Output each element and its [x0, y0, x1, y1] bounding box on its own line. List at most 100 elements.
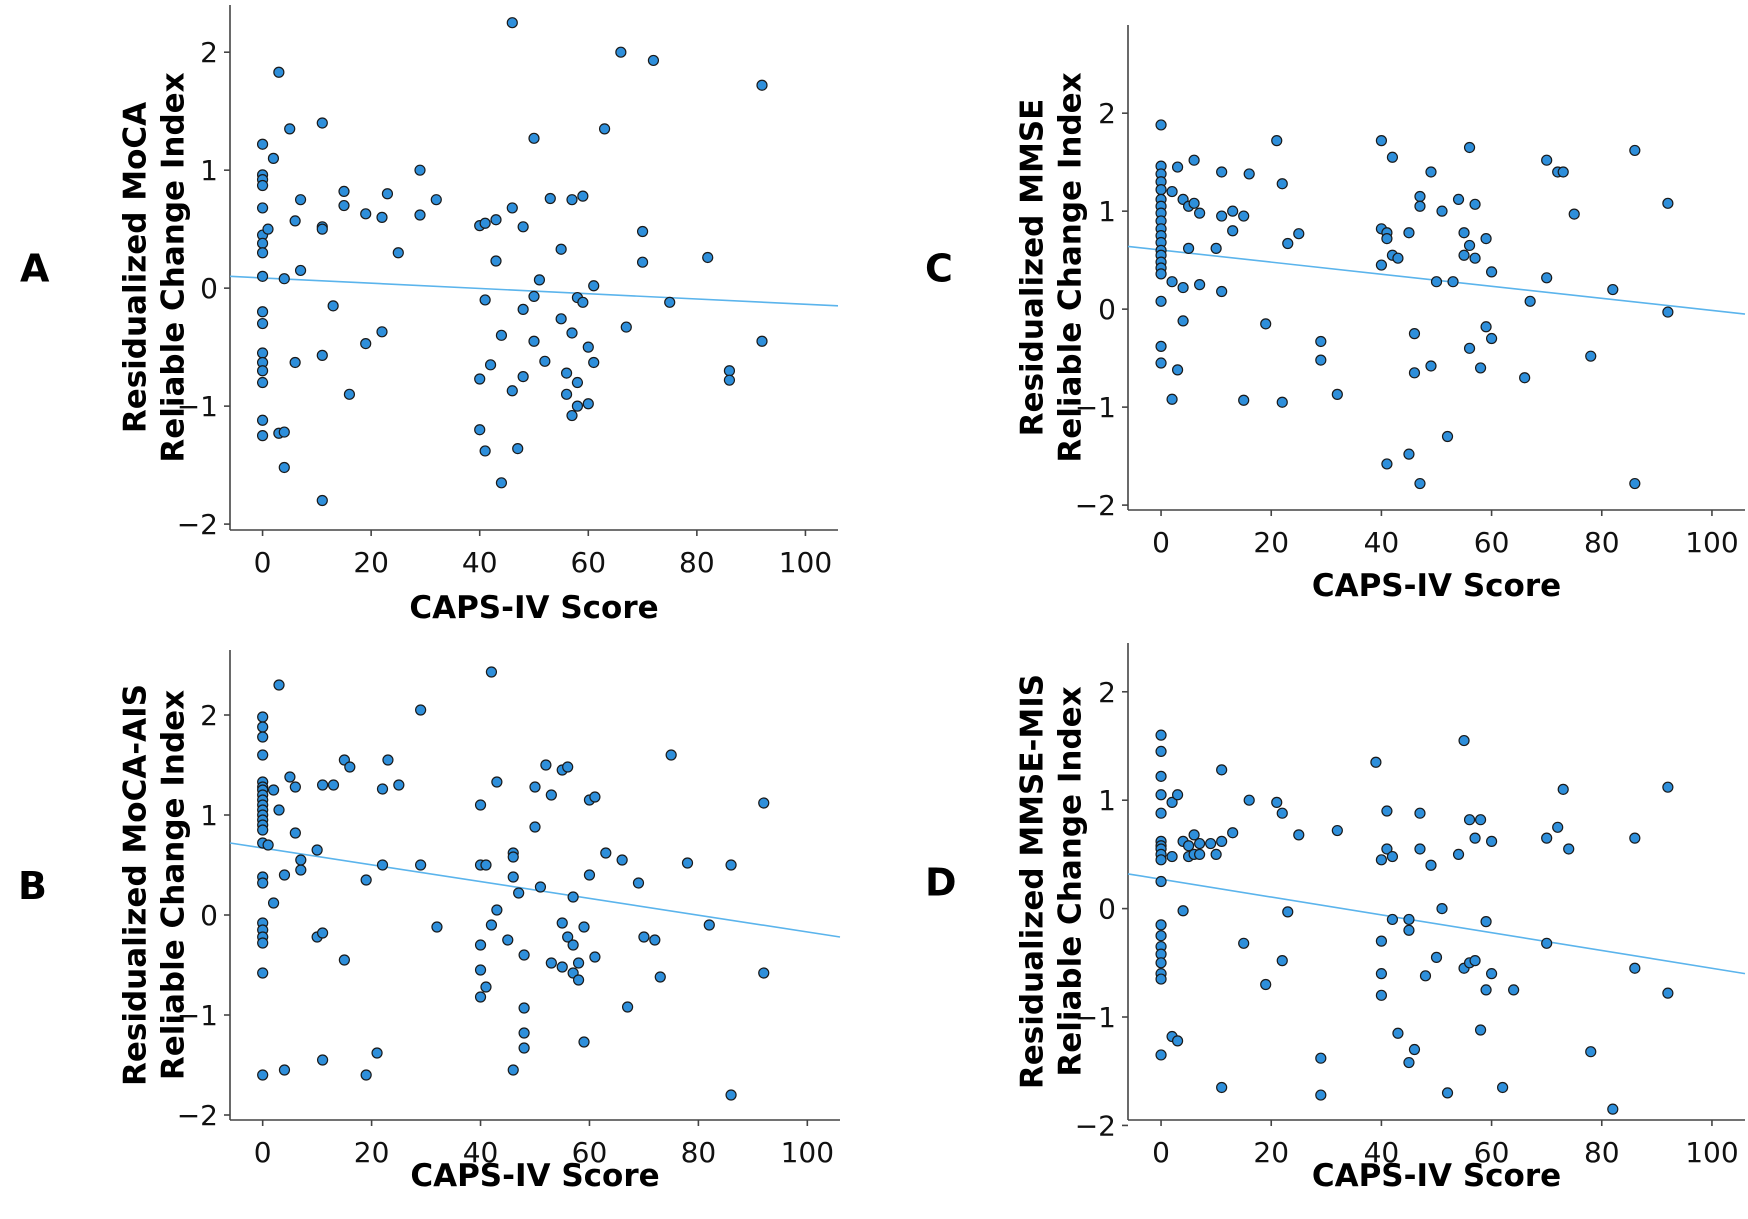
panel-a-data-point — [588, 280, 600, 292]
panel-d-data-point — [1414, 807, 1426, 819]
panel-c-data-point — [1541, 154, 1553, 166]
panel-a-data-point — [256, 247, 269, 259]
panel-d-data-point — [1227, 827, 1239, 839]
panel-c-data-point — [1436, 205, 1448, 217]
panel-c-data-point — [1155, 357, 1167, 369]
panel-d-data-point — [1182, 840, 1195, 852]
panel-a-data-point — [278, 426, 290, 438]
panel-b-data-point — [338, 954, 350, 966]
panel-d-data-point — [1403, 1056, 1415, 1069]
panel-d-data-point — [1331, 824, 1343, 837]
panel-c-data-point — [1519, 372, 1531, 384]
panel-d-data-point — [1243, 794, 1255, 806]
panel-d-data-point — [1276, 955, 1288, 967]
panel-b-data-point — [562, 761, 574, 773]
panel-c-data-point — [1414, 190, 1426, 203]
panel-c-data-point — [1315, 335, 1327, 348]
panel-a-data-point — [582, 341, 594, 353]
panel-a-data-point — [294, 264, 307, 277]
panel-b-x-tick-label: 100 — [781, 1136, 834, 1169]
panel-d-data-point — [1155, 729, 1167, 741]
panel-a-data-point — [723, 365, 736, 377]
panel-c-data-point — [1282, 237, 1294, 250]
panel-d-x-tick-label: 100 — [1685, 1136, 1738, 1169]
panel-b-data-point — [572, 974, 585, 986]
panel-c-data-point — [1463, 342, 1476, 354]
panel-c-x-tick-label: 100 — [1685, 526, 1738, 559]
panel-d-y-tick-label: 0 — [1098, 893, 1116, 926]
panel-c-data-point — [1414, 200, 1426, 212]
panel-c-y-axis-label-line-1: Residualized MMSE — [1015, 99, 1051, 437]
panel-c-x-tick-label: 20 — [1253, 526, 1289, 559]
panel-a-data-point — [517, 303, 529, 315]
panel-c-data-point — [1524, 295, 1536, 307]
panel-a-data-point — [615, 46, 627, 58]
panel-c-data-point — [1441, 430, 1454, 443]
panel-c-data-point — [1210, 242, 1222, 254]
panel-d-data-point — [1276, 807, 1288, 819]
panel-c-data-point — [1276, 396, 1288, 408]
panel-a-data-point — [256, 430, 269, 442]
panel-c-data-point — [1331, 388, 1343, 400]
panel-a-data-point — [430, 194, 442, 206]
panel-a-data-point — [278, 273, 290, 285]
panel-d-data-point — [1271, 796, 1283, 808]
panel-a-data-point — [528, 335, 540, 347]
panel-b-data-point — [316, 927, 329, 939]
panel-a-data-point — [316, 494, 328, 507]
panel-b-data-point — [534, 881, 547, 893]
panel-a-data-point — [582, 398, 594, 410]
panel-b-y-tick-label: −2 — [177, 1099, 218, 1132]
panel-d-data-point — [1155, 854, 1167, 866]
panel-a-data-point — [555, 313, 567, 325]
panel-b-data-point — [393, 779, 405, 791]
panel-c-data-point — [1381, 232, 1393, 245]
panel-b-data-point — [289, 827, 301, 839]
panel-b-data-point — [474, 991, 487, 1003]
panel-c-data-point — [1541, 272, 1553, 284]
panel-d-letter-label: D — [925, 861, 957, 905]
panel-d-data-point — [1381, 805, 1393, 817]
panel-c-data-point — [1375, 259, 1388, 271]
panel-a-y-tick-label: −2 — [177, 508, 218, 541]
panel-d-data-point — [1171, 789, 1184, 801]
panel-b-data-point — [507, 1064, 519, 1076]
panel-d-data-point — [1188, 829, 1200, 841]
panel-d-data-point — [1585, 1046, 1597, 1058]
panel-c-x-axis-label: CAPS-IV Score — [1312, 568, 1561, 604]
panel-d-data-point — [1375, 968, 1388, 980]
panel-b-x-tick-label: 40 — [463, 1136, 499, 1169]
panel-d-y-tick-label: −2 — [1075, 1109, 1116, 1142]
panel-c-data-point — [1276, 178, 1288, 190]
panel-a-data-point — [636, 225, 649, 238]
panel-d-data-point — [1563, 843, 1575, 855]
panel-c-data-point — [1430, 276, 1443, 288]
panel-b-data-point — [316, 779, 329, 791]
panel-c-data-point — [1155, 340, 1167, 352]
panel-d-data-point — [1419, 970, 1432, 982]
panel-d-data-point — [1458, 734, 1470, 747]
panel-c-data-point — [1194, 207, 1206, 219]
panel-c-data-point — [1260, 318, 1272, 330]
panel-c-data-point — [1188, 154, 1200, 166]
panel-d-data-point — [1485, 835, 1498, 847]
panel-a-data-point — [376, 326, 388, 338]
panel-a-data-point — [289, 356, 301, 369]
panel-a-data-point — [256, 376, 269, 389]
panel-d-data-point — [1508, 984, 1520, 996]
panel-d-data-point — [1260, 978, 1272, 991]
panel-a-x-axis-label: CAPS-IV Score — [409, 590, 658, 626]
panel-d-data-point — [1557, 783, 1569, 795]
panel-c-data-point — [1447, 276, 1459, 288]
panel-b-data-point — [257, 877, 269, 889]
panel-c-data-point — [1585, 350, 1597, 362]
panel-a-data-point — [506, 385, 518, 397]
panel-d-data-point — [1375, 854, 1388, 866]
panel-c-data-point — [1662, 197, 1674, 209]
panel-b-fit-line — [229, 842, 841, 938]
panel-b-data-point — [758, 967, 770, 979]
panel-c-data-point — [1227, 225, 1239, 237]
panel-c-data-point — [1381, 458, 1393, 470]
panel-d-data-point — [1155, 973, 1167, 985]
panel-d-data-point — [1441, 1087, 1454, 1099]
